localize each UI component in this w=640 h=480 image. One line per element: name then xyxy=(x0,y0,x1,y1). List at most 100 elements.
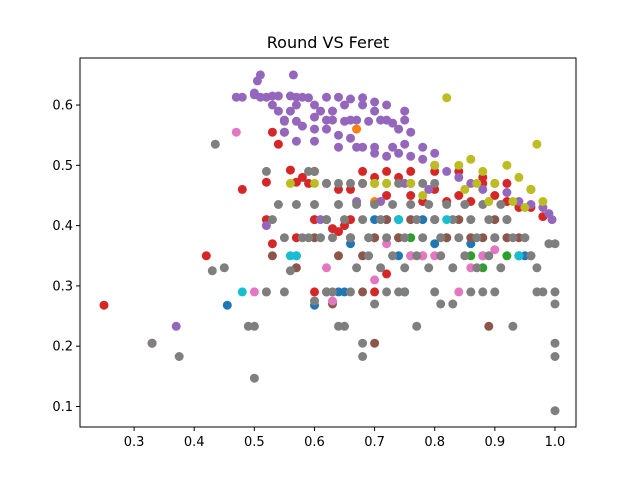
data-point-red xyxy=(454,191,464,200)
data-point-olive xyxy=(520,203,530,212)
y-tick-label: 0.1 xyxy=(52,400,73,415)
data-point-gray xyxy=(249,321,259,331)
data-point-gray xyxy=(261,166,271,176)
data-point-gray xyxy=(442,200,452,209)
data-point-purple xyxy=(424,184,434,194)
data-point-olive xyxy=(430,160,440,170)
data-point-olive xyxy=(502,160,512,170)
data-point-gray xyxy=(334,200,343,209)
data-point-purple xyxy=(273,106,283,116)
data-point-gray xyxy=(418,178,428,188)
data-point-cyan xyxy=(291,251,301,261)
x-tick-label: 1.0 xyxy=(545,435,566,450)
data-point-gray xyxy=(484,215,494,225)
data-point-olive xyxy=(406,178,416,188)
data-point-olive xyxy=(442,93,452,103)
data-point-purple xyxy=(255,70,265,80)
data-point-olive xyxy=(484,197,494,206)
data-point-gray xyxy=(412,215,422,225)
data-point-purple xyxy=(502,188,512,197)
data-point-gray xyxy=(322,178,331,188)
data-point-olive xyxy=(472,178,482,188)
data-point-red xyxy=(310,287,319,297)
data-point-gray xyxy=(370,299,380,309)
data-point-purple xyxy=(388,142,398,152)
chart-title: Round VS Feret xyxy=(267,33,389,52)
data-point-gray xyxy=(267,215,277,225)
data-point-green xyxy=(502,251,512,261)
data-point-gray xyxy=(508,233,518,243)
data-point-gray xyxy=(310,296,319,306)
data-point-purple xyxy=(328,106,337,116)
data-point-purple xyxy=(249,88,259,98)
data-point-purple xyxy=(382,100,392,110)
data-point-gray xyxy=(430,287,440,297)
data-point-pink xyxy=(249,287,259,297)
data-point-olive xyxy=(466,154,476,164)
data-point-gray xyxy=(382,233,392,243)
data-point-orange xyxy=(352,124,362,134)
x-tick-label: 0.5 xyxy=(244,435,265,450)
data-point-gray xyxy=(174,352,184,361)
data-point-olive xyxy=(285,178,295,188)
data-point-red xyxy=(490,191,500,200)
data-point-purple xyxy=(297,121,307,131)
data-point-purple xyxy=(334,130,343,140)
data-point-olive xyxy=(418,191,428,200)
x-tick-label: 0.7 xyxy=(364,435,385,450)
data-point-gray xyxy=(490,287,500,297)
data-point-red xyxy=(99,300,109,310)
data-point-olive xyxy=(460,184,470,194)
data-point-gray xyxy=(376,215,386,225)
x-tick-label: 0.6 xyxy=(304,435,325,450)
data-point-gray xyxy=(460,200,470,209)
data-point-purple xyxy=(370,106,380,116)
data-point-purple xyxy=(442,166,452,176)
data-point-purple xyxy=(291,92,301,102)
data-point-gray xyxy=(358,352,368,361)
data-point-purple xyxy=(376,115,386,125)
x-tick-label: 0.3 xyxy=(124,435,145,450)
data-point-purple xyxy=(400,139,410,149)
x-tick-label: 0.9 xyxy=(484,435,505,450)
data-point-gray xyxy=(358,178,368,188)
data-point-gray xyxy=(400,263,410,273)
data-point-brown xyxy=(334,251,343,261)
data-point-red xyxy=(406,166,416,176)
data-point-brown xyxy=(267,251,277,261)
data-point-purple xyxy=(352,142,362,152)
data-point-pink xyxy=(454,287,464,297)
data-point-red xyxy=(201,251,211,261)
data-point-olive xyxy=(514,172,524,182)
data-point-gray xyxy=(322,215,331,225)
data-point-purple xyxy=(334,142,343,152)
data-point-purple xyxy=(310,112,319,122)
data-point-purple xyxy=(370,142,380,152)
data-point-brown xyxy=(370,338,380,348)
data-point-purple xyxy=(406,151,416,161)
data-point-gray xyxy=(502,215,512,225)
y-tick-label: 0.3 xyxy=(52,279,73,294)
data-points xyxy=(99,70,560,416)
data-point-cyan xyxy=(237,287,247,297)
data-point-gray xyxy=(532,263,542,273)
data-point-gray xyxy=(316,233,325,243)
data-point-gray xyxy=(340,215,349,225)
data-point-purple xyxy=(322,124,331,134)
data-point-gray xyxy=(484,251,494,261)
y-axis: 0.1 0.2 0.3 0.4 0.5 0.6 xyxy=(52,99,80,415)
data-point-gray xyxy=(550,239,560,249)
data-point-purple xyxy=(237,92,247,102)
data-point-gray xyxy=(346,233,355,243)
data-point-purple xyxy=(310,100,319,110)
data-point-gray xyxy=(472,263,482,273)
data-point-olive xyxy=(508,197,518,206)
data-point-purple xyxy=(288,70,298,80)
data-point-purple xyxy=(310,136,319,146)
data-point-purple xyxy=(406,127,416,137)
data-point-gray xyxy=(147,338,157,348)
data-point-gray xyxy=(358,338,368,348)
data-point-gray xyxy=(496,200,506,209)
data-point-gray xyxy=(436,233,446,243)
data-point-gray xyxy=(352,263,362,273)
